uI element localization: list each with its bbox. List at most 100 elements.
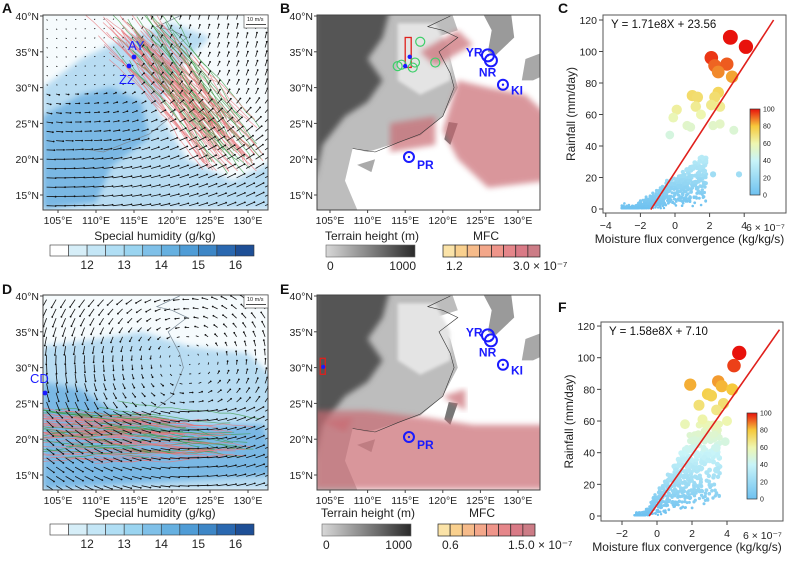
wind-arrow [236, 182, 245, 188]
wind-arrow [122, 466, 132, 471]
wind-arrow-head [262, 415, 265, 418]
wind-arrow-head [143, 62, 145, 65]
wind-arrow-head [197, 438, 200, 440]
wind-arrow-head [172, 393, 175, 395]
wind-arrow-head [72, 461, 74, 464]
wind-arrow-head [155, 319, 158, 322]
wind-arrow-head [90, 139, 93, 142]
wind-arrow-head [81, 343, 84, 346]
wind-arrow-head [136, 110, 138, 112]
wind-arrow-head [219, 88, 222, 91]
wind-arrow [122, 55, 124, 58]
wind-arrow-head [171, 71, 174, 74]
scatter-point [648, 205, 652, 209]
wind-arrow [207, 193, 217, 197]
mfc-shading [322, 417, 353, 432]
wind-arrow-head [62, 471, 65, 473]
lat-tick-label: 30°N [290, 83, 313, 95]
scatter-point [688, 496, 693, 500]
lon-tick-label: 125°E [466, 495, 495, 507]
wind-arrow-head [272, 182, 274, 184]
scatter-point [634, 205, 637, 209]
wind-arrow-head [112, 369, 115, 372]
scatter-point [703, 494, 707, 499]
wind-arrow-head [248, 97, 251, 100]
wind-arrow [103, 130, 110, 132]
wind-arrow [198, 410, 208, 412]
wind-arrow-head [110, 341, 112, 344]
wind-arrow [236, 126, 243, 132]
vector-key: 10 m/s [243, 14, 269, 29]
wind-arrow-head [146, 329, 149, 332]
wind-arrow-head [262, 162, 265, 165]
moisture-trajectory [102, 22, 207, 132]
scatter-point [707, 458, 713, 464]
wind-arrow-head [256, 367, 258, 370]
wind-arrow-head [126, 312, 129, 314]
wind-arrow-head [130, 487, 133, 490]
scatter-point [672, 187, 676, 191]
station-label: YR [466, 45, 483, 59]
scatter-point [695, 430, 702, 437]
wind-arrow-head [196, 173, 199, 176]
mfc-colorbar-swatch [515, 244, 529, 258]
wind-arrow [112, 401, 118, 408]
wind-arrow [74, 457, 84, 463]
wind-arrow [112, 65, 115, 67]
wind-arrow-head [209, 51, 211, 54]
wind-arrow-head [282, 482, 284, 484]
station-marker-ay [131, 54, 137, 60]
mfc-colorbar-swatch [486, 523, 499, 537]
terrain-colorbar [321, 523, 412, 537]
wind-arrow-head [221, 304, 224, 307]
wind-arrow [74, 448, 83, 454]
wind-arrow-head [92, 204, 95, 207]
wind-arrow [198, 164, 208, 169]
wind-arrow [132, 485, 141, 489]
wind-arrow-head [81, 425, 83, 428]
wind-arrow-head [106, 304, 109, 306]
wind-arrow [43, 308, 47, 318]
korea [483, 295, 515, 336]
wind-arrow-head [166, 137, 169, 140]
vector-key: 10 m/s [243, 294, 269, 309]
wind-arrow-head [243, 340, 246, 343]
mfc-colorbar-swatch [503, 244, 517, 258]
wind-arrow [264, 98, 268, 104]
wind-arrow [113, 129, 120, 132]
wind-arrow [169, 193, 179, 197]
wind-arrow-head [230, 107, 233, 110]
station-dot [501, 83, 505, 86]
colorbar-label: 14 [155, 258, 169, 272]
wind-arrow-head [187, 183, 190, 186]
wind-arrow [141, 147, 150, 151]
wind-arrow-head [249, 106, 252, 109]
wind-arrow [275, 116, 280, 122]
scatter-point [699, 493, 704, 497]
wind-arrow [46, 37, 48, 40]
wind-arrow-head [97, 101, 100, 104]
wind-arrow [119, 327, 123, 333]
lon-tick-label: 120°E [428, 495, 457, 507]
wind-arrow-head [86, 92, 89, 95]
lat-tick-label: 15°N [16, 190, 39, 202]
wind-arrow [217, 173, 226, 179]
wind-arrow [263, 340, 266, 347]
wind-arrow-head [281, 134, 283, 136]
lon-tick-label: 105°E [316, 215, 345, 227]
wind-arrow [264, 60, 268, 67]
wind-arrow [103, 46, 105, 48]
wind-arrow-head [184, 326, 187, 329]
wind-arrow [141, 448, 151, 452]
wind-arrow-head [194, 325, 197, 328]
scatter-point [715, 474, 721, 479]
scatter-point [638, 199, 642, 203]
moisture-trajectory [161, 15, 261, 129]
wind-arrow [236, 436, 246, 440]
wind-arrow [198, 174, 208, 179]
wind-arrow [179, 410, 189, 413]
wind-arrow [275, 107, 280, 113]
scatter-point [683, 495, 688, 500]
wind-arrow [122, 420, 131, 425]
wind-arrow-head [242, 322, 244, 324]
